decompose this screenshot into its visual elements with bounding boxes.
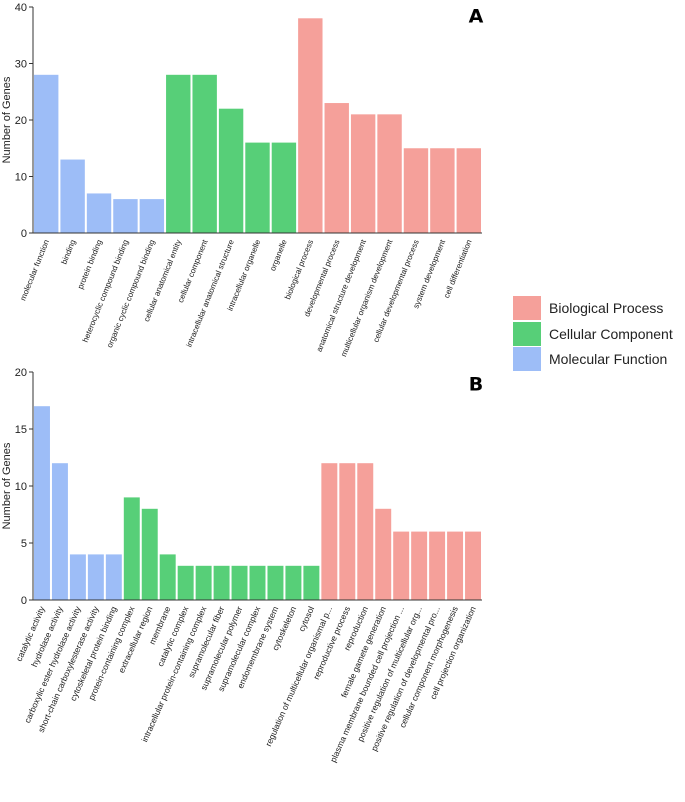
bar-organelle xyxy=(271,142,297,233)
legend-label-molecular-function: Molecular Function xyxy=(549,351,667,367)
bar-cellular-component-morphogenesis xyxy=(447,531,464,600)
panel-b-bars xyxy=(34,406,481,600)
bar-intracellular-organelle xyxy=(245,142,270,233)
bar-organic-cyclic-compound-binding xyxy=(139,199,165,233)
bar-protein-containing-complex xyxy=(123,497,140,600)
y-tick-label-20: 20 xyxy=(15,367,27,379)
bar-supramolecular-polymer xyxy=(231,565,248,600)
category-label-intracellular-anatomical-structure: intracellular anatomical structure xyxy=(184,238,236,349)
panel-a-chart: A Number of Genes 0 10 20 30 40 molecular fu… xyxy=(1,2,484,358)
bar-cytosol xyxy=(303,565,320,600)
bar-reproduction xyxy=(357,463,374,600)
panel-b-chart: B Number of Genes 0 5 10 15 20 catalytic act… xyxy=(1,367,483,764)
legend: Biological Process Cellular Component Mo… xyxy=(513,296,673,371)
bar-carboxylic-ester-hydrolase-activity xyxy=(69,554,86,600)
bar-positive-regulation-of-developmental-pro xyxy=(429,531,446,600)
legend-swatch-cellular-component xyxy=(513,322,541,346)
bar-catalytic-complex xyxy=(177,565,194,600)
y-tick-label-0: 0 xyxy=(21,228,27,240)
bar-cellular-anatomical-entity xyxy=(166,74,191,233)
bar-positive-regulation-of-multicellular-org xyxy=(411,531,428,600)
bar-cytoskeletal-protein-binding xyxy=(105,554,122,600)
bar-binding xyxy=(60,159,85,233)
panel-a-label: A xyxy=(469,6,484,28)
y-tick-label-30: 30 xyxy=(15,59,27,71)
category-label-binding: binding xyxy=(59,238,77,265)
bar-multicellular-organism-development xyxy=(377,114,402,233)
bar-intracellular-protein-containing-complex xyxy=(195,565,212,600)
y-tick-label-10: 10 xyxy=(15,481,27,493)
bar-molecular-function xyxy=(34,74,59,233)
y-tick-label-10: 10 xyxy=(15,172,27,184)
bar-system-development xyxy=(430,148,455,233)
bar-reproductive-process xyxy=(339,463,356,600)
bar-female-gamete-generation xyxy=(375,508,392,600)
bar-anatomical-structure-development xyxy=(350,114,376,233)
bar-supramolecular-fiber xyxy=(213,565,230,600)
bar-endomembrane-system xyxy=(267,565,284,600)
y-tick-label-5: 5 xyxy=(21,538,27,550)
panel-b-y-axis-title: Number of Genes xyxy=(1,442,13,529)
legend-label-biological-process: Biological Process xyxy=(549,300,663,316)
bar-regulation-of-multicellular-organismal-p xyxy=(321,463,338,600)
category-label-organelle: organelle xyxy=(268,238,289,272)
category-label-cell-differentiation: cell differentiation xyxy=(442,238,474,299)
category-label-biological-process: biological process xyxy=(283,238,315,300)
category-label-organic-cyclic-compound-binding: organic cyclic compound binding xyxy=(105,238,157,349)
legend-swatch-molecular-function xyxy=(513,347,541,371)
bar-cellular-developmental-process xyxy=(403,148,429,233)
category-label-multicellular-organism-development: multicellular organism development xyxy=(339,238,395,358)
panel-a-y-axis-title: Number of Genes xyxy=(1,76,13,163)
legend-swatch-biological-process xyxy=(513,296,541,320)
category-label-anatomical-structure-development: anatomical structure development xyxy=(315,238,369,353)
category-label-cytosol: cytosol xyxy=(296,605,316,633)
bar-hydrolase-activity xyxy=(51,463,68,600)
panel-a-bars xyxy=(34,18,481,233)
bar-supramolecular-complex xyxy=(249,565,266,600)
y-tick-label-15: 15 xyxy=(15,424,27,436)
category-label-molecular-function: molecular function xyxy=(18,238,51,302)
bar-intracellular-anatomical-structure xyxy=(218,108,244,233)
bar-developmental-process xyxy=(324,103,349,233)
bar-short-chain-carboxylesterase-activity xyxy=(87,554,104,600)
bar-cytoskeleton xyxy=(285,565,302,600)
bar-plasma-membrane-bounded-cell-projection xyxy=(393,531,410,600)
legend-label-cellular-component: Cellular Component xyxy=(549,326,673,342)
bar-cell-projection-organization xyxy=(465,531,481,600)
y-tick-label-0: 0 xyxy=(21,595,27,607)
bar-cell-differentiation xyxy=(456,148,481,233)
panel-b-label: B xyxy=(469,374,483,396)
panel-a-y-ticks: 0 10 20 30 40 xyxy=(15,2,33,240)
bar-heterocyclic-compound-binding xyxy=(113,199,138,233)
bar-cellular-component xyxy=(192,74,217,233)
category-label-protein-binding: protein binding xyxy=(76,238,104,290)
y-tick-label-40: 40 xyxy=(15,2,27,14)
bar-protein-binding xyxy=(86,193,112,233)
bar-catalytic-activity xyxy=(34,406,50,600)
bar-biological-process xyxy=(298,18,323,233)
bar-extracellular-region xyxy=(141,508,158,600)
bar-membrane xyxy=(159,554,176,600)
y-tick-label-20: 20 xyxy=(15,115,27,127)
panel-b-y-ticks: 0 5 10 15 20 xyxy=(15,367,33,607)
